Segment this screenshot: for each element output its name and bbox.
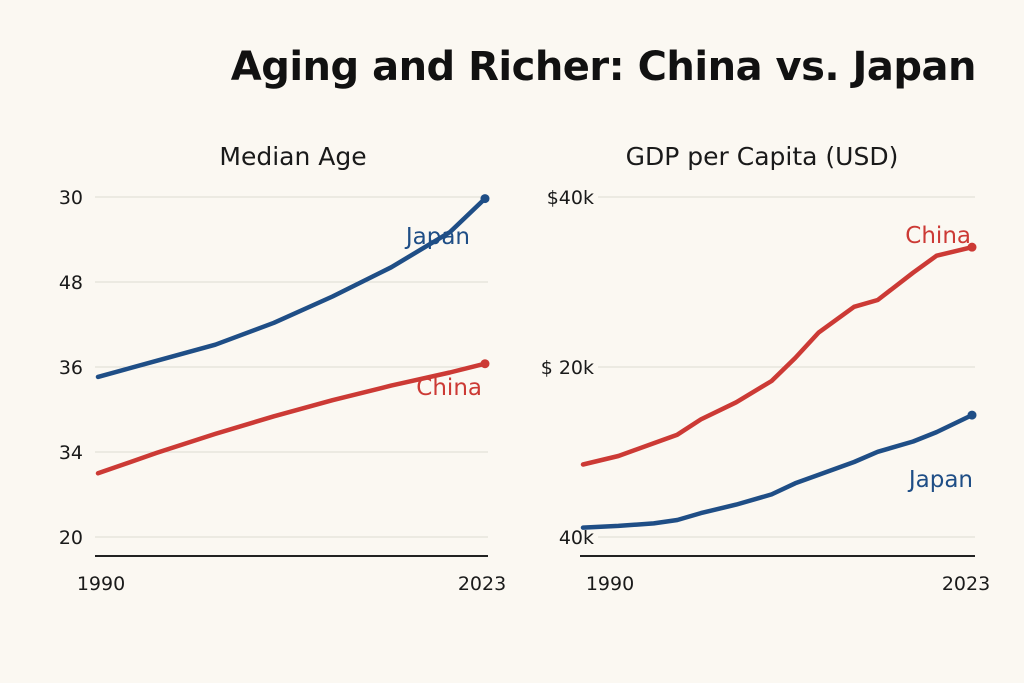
gdp-x-tick-label: 2023 <box>942 573 990 595</box>
gdp-china-endpoint <box>967 242 977 252</box>
median-age-y-tick-label: 48 <box>59 272 83 294</box>
median-age-japan-line <box>95 196 488 380</box>
gdp-japan-line <box>580 412 975 530</box>
median-age-y-tick-label: 36 <box>59 357 83 379</box>
gdp-y-tick-label: $40k <box>547 187 594 209</box>
gdp-panel-title: GDP per Capita (USD) <box>626 142 899 171</box>
median-age-panel: Median Age 30 48 36 34 20 1990 2023 Japan China <box>59 142 506 595</box>
median-age-china-line <box>95 361 488 476</box>
median-age-y-tick-label: 30 <box>59 187 83 209</box>
gdp-per-capita-panel: GDP per Capita (USD) $40k $ 20k 40k 1990 2023… <box>541 142 990 595</box>
median-age-panel-title: Median Age <box>219 142 366 171</box>
gdp-japan-endpoint <box>967 410 977 420</box>
median-age-japan-endpoint <box>480 194 490 204</box>
median-age-y-tick-label: 34 <box>59 442 83 464</box>
gdp-china-label: China <box>905 223 971 249</box>
main-title: Aging and Richer: China vs. Japan <box>230 44 977 90</box>
median-age-y-tick-label: 20 <box>59 527 83 549</box>
gdp-china-line <box>580 244 975 467</box>
median-age-china-label: China <box>416 375 482 401</box>
gdp-x-tick-label: 1990 <box>586 573 634 595</box>
median-age-x-tick-label: 2023 <box>458 573 506 595</box>
median-age-china-endpoint <box>480 359 490 369</box>
gdp-y-tick-label: $ 20k <box>541 357 594 379</box>
gdp-japan-label: Japan <box>907 467 973 493</box>
median-age-japan-label: Japan <box>404 224 470 250</box>
median-age-x-tick-label: 1990 <box>77 573 125 595</box>
gdp-y-tick-label: 40k <box>559 527 594 549</box>
